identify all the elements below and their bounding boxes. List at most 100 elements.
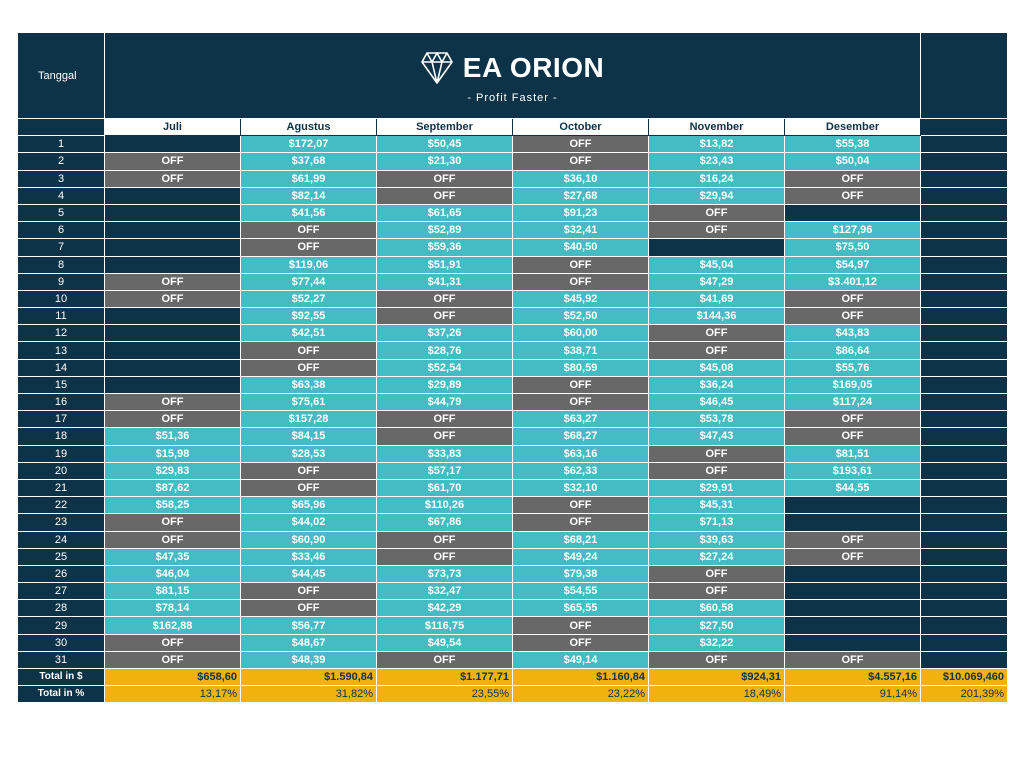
profit-cell: $46,45 — [648, 392, 785, 412]
total-value: 18,49% — [648, 685, 785, 704]
profit-cell: $61,65 — [376, 203, 513, 223]
off-cell: OFF — [376, 186, 513, 205]
profit-cell: $28,76 — [376, 341, 513, 360]
day-number: 1 — [17, 135, 105, 154]
empty-cell — [783, 496, 922, 515]
profit-cell: $116,75 — [376, 616, 513, 635]
day-number: 31 — [17, 650, 105, 670]
profit-cell: $21,30 — [376, 152, 513, 171]
empty-cell — [104, 186, 241, 205]
profit-cell: $59,36 — [376, 238, 513, 257]
day-number: 18 — [17, 427, 105, 446]
table-row: 30 OFF $48,67 $49,54 OFF $32,22 — [17, 633, 1009, 652]
profit-cell: $48,39 — [240, 650, 377, 670]
profit-cell: $44,79 — [376, 392, 513, 412]
day-number: 9 — [17, 272, 105, 291]
total-in-dollar-row: Total in $ $658,60 $1.590,84 $1.177,71 $1.16… — [17, 667, 1009, 687]
table-row: 28 $78,14 OFF $42,29 $65,55 $60,58 — [17, 599, 1009, 618]
profit-cell: $28,53 — [240, 444, 377, 463]
table-row: 16 OFF $75,61 $44,79 OFF $46,45 $117,24 — [17, 392, 1009, 412]
row-right-blank — [920, 169, 1009, 188]
profit-cell: $48,67 — [240, 633, 377, 652]
off-cell: OFF — [240, 221, 377, 240]
table-row: 2 OFF $37,68 $21,30 OFF $23,43 $50,04 — [17, 152, 1009, 171]
profit-cell: $47,35 — [104, 547, 241, 566]
total-label: Total in % — [17, 685, 105, 704]
off-cell: OFF — [648, 582, 785, 601]
off-cell: OFF — [376, 547, 513, 566]
table-row: 20 $29,83 OFF $57,17 $62,33 OFF $193,61 — [17, 461, 1009, 480]
day-number: 23 — [17, 513, 105, 532]
row-right-blank — [920, 307, 1009, 326]
day-number: 21 — [17, 478, 105, 498]
table-row: 21 $87,62 OFF $61,70 $32,10 $29,91 $44,55 — [17, 478, 1009, 498]
day-number: 19 — [17, 444, 105, 463]
off-cell: OFF — [648, 650, 785, 670]
off-cell: OFF — [240, 478, 377, 498]
table-row: 7 OFF $59,36 $40,50 $75,50 — [17, 238, 1009, 257]
table-row: 11 $92,55 OFF $52,50 $144,36 OFF — [17, 307, 1009, 326]
month-header-right — [920, 117, 1009, 137]
row-right-blank — [920, 530, 1009, 549]
table-row: 27 $81,15 OFF $32,47 $54,55 OFF — [17, 582, 1009, 601]
profit-cell: $81,51 — [783, 444, 922, 463]
profit-cell: $49,54 — [376, 633, 513, 652]
brand-tagline: - Profit Faster - — [467, 91, 558, 104]
profit-cell: $67,86 — [376, 513, 513, 532]
profit-cell: $61,99 — [240, 169, 377, 188]
off-cell: OFF — [783, 650, 922, 670]
profit-cell: $53,78 — [648, 410, 785, 429]
off-cell: OFF — [648, 324, 785, 343]
total-value: $1.177,71 — [376, 667, 513, 687]
profit-cell: $51,36 — [104, 427, 241, 446]
empty-cell — [104, 203, 241, 223]
month-header: November — [648, 117, 785, 137]
off-cell: OFF — [512, 135, 649, 154]
profit-cell: $37,26 — [376, 324, 513, 343]
day-number: 24 — [17, 530, 105, 549]
profit-cell: $36,10 — [512, 169, 649, 188]
profit-cell: $119,06 — [240, 255, 377, 274]
total-value: 13,17% — [104, 685, 241, 704]
profit-cell: $81,15 — [104, 582, 241, 601]
day-number: 7 — [17, 238, 105, 257]
table-row: 24 OFF $60,90 OFF $68,21 $39,63 OFF — [17, 530, 1009, 549]
table-row: 1 $172,07 $50,45 OFF $13,82 $55,38 — [17, 135, 1009, 154]
total-value: $658,60 — [104, 667, 241, 687]
table-row: 13 OFF $28,76 $38,71 OFF $86,64 — [17, 341, 1009, 360]
row-right-blank — [920, 375, 1009, 395]
off-cell: OFF — [783, 186, 922, 205]
profit-cell: $27,50 — [648, 616, 785, 635]
empty-cell — [783, 203, 922, 223]
row-right-blank — [920, 272, 1009, 291]
row-right-blank — [920, 238, 1009, 257]
header-right-blank — [920, 32, 1009, 119]
profit-cell: $13,82 — [648, 135, 785, 154]
profit-cell: $193,61 — [783, 461, 922, 480]
day-number: 30 — [17, 633, 105, 652]
off-cell: OFF — [104, 152, 241, 171]
off-cell: OFF — [783, 307, 922, 326]
day-number: 14 — [17, 358, 105, 377]
off-cell: OFF — [648, 221, 785, 240]
row-right-blank — [920, 547, 1009, 566]
empty-cell — [104, 255, 241, 274]
day-number: 20 — [17, 461, 105, 480]
empty-cell — [104, 221, 241, 240]
row-right-blank — [920, 564, 1009, 584]
profit-cell: $16,24 — [648, 169, 785, 188]
off-cell: OFF — [104, 272, 241, 291]
total-value: $1.160,84 — [512, 667, 649, 687]
off-cell: OFF — [240, 461, 377, 480]
day-number: 15 — [17, 375, 105, 395]
brand-name: EA ORION — [462, 51, 605, 83]
row-right-blank — [920, 650, 1009, 670]
off-cell: OFF — [240, 582, 377, 601]
day-number: 16 — [17, 392, 105, 412]
row-right-blank — [920, 582, 1009, 601]
off-cell: OFF — [512, 375, 649, 395]
empty-cell — [104, 341, 241, 360]
profit-cell: $82,14 — [240, 186, 377, 205]
day-number: 10 — [17, 289, 105, 309]
off-cell: OFF — [783, 169, 922, 188]
